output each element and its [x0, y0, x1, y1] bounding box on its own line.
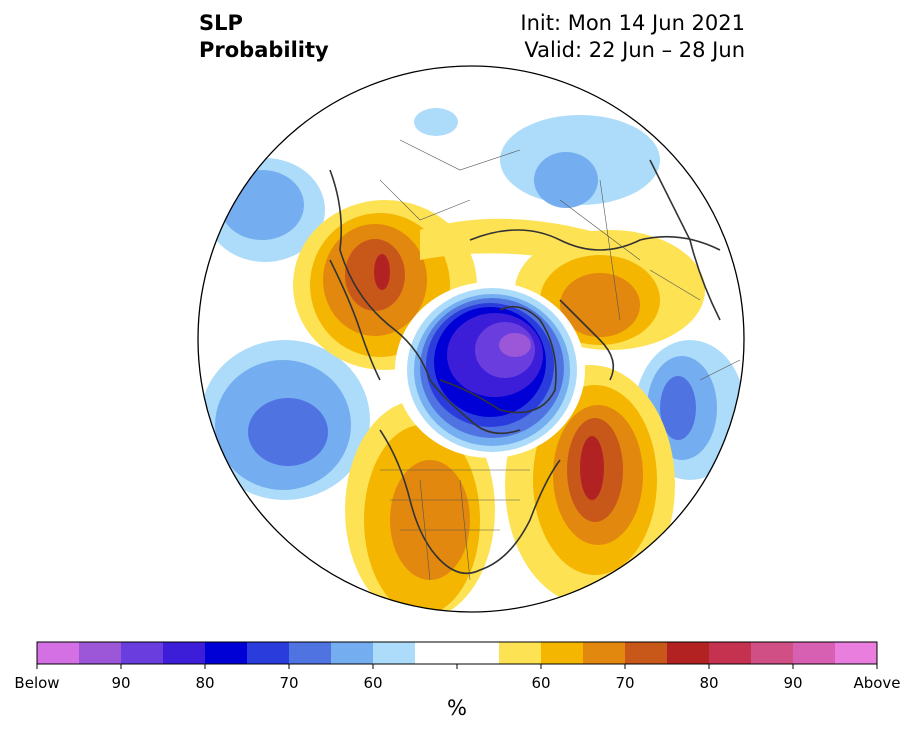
- colorbar-cell: [835, 642, 878, 664]
- colorbar-tick-label: 80: [195, 674, 215, 692]
- colorbar-cell: [289, 642, 332, 664]
- colorbar-cells: [37, 642, 878, 664]
- borders: [379, 139, 741, 581]
- colorbar-cell: [709, 642, 752, 664]
- colorbar-tick-label: Below: [14, 674, 60, 692]
- colorbar-tick-label: 80: [699, 674, 719, 692]
- chart-title: SLP Probability: [199, 10, 329, 64]
- colorbar-unit: %: [447, 696, 467, 720]
- anomaly-north-pacific-below: [200, 340, 370, 500]
- init-date-label: Init: Mon 14 Jun 2021: [520, 11, 745, 35]
- colorbar-tick-label: 60: [363, 674, 383, 692]
- colorbar-cell: [37, 642, 80, 664]
- colorbar-cell: [331, 642, 374, 664]
- anomaly-europe-below: [414, 108, 660, 208]
- colorbar-cell: [205, 642, 248, 664]
- colorbar-tick-label: 90: [111, 674, 131, 692]
- subtitle-label: Probability: [199, 38, 329, 62]
- colorbar-cell: [373, 642, 416, 664]
- colorbar-cell: [583, 642, 626, 664]
- map-disc: [198, 66, 744, 612]
- colorbar-cell: [667, 642, 710, 664]
- colorbar-cell: [79, 642, 122, 664]
- anomaly-north-america-above: [345, 400, 495, 612]
- coastlines: [329, 159, 721, 575]
- colorbar-cell: [625, 642, 668, 664]
- colorbar-cell: [457, 642, 500, 664]
- variable-label: SLP: [199, 11, 243, 35]
- colorbar-cell: [163, 642, 206, 664]
- colorbar-cell: [793, 642, 836, 664]
- date-info: Init: Mon 14 Jun 2021 Valid: 22 Jun – 28…: [520, 10, 745, 64]
- colorbar-tick-label: 70: [615, 674, 635, 692]
- polar-map: [197, 65, 745, 613]
- colorbar-tick-label: 70: [279, 674, 299, 692]
- colorbar-cell: [499, 642, 542, 664]
- valid-date-label: Valid: 22 Jun – 28 Jun: [524, 38, 745, 62]
- colorbar-cell: [751, 642, 794, 664]
- colorbar-cell: [121, 642, 164, 664]
- colorbar-tick-label: Above: [853, 674, 901, 692]
- colorbar-tick-label: 60: [531, 674, 551, 692]
- colorbar-cell: [415, 642, 458, 664]
- colorbar-tick-label: 90: [783, 674, 803, 692]
- colorbar-cell: [247, 642, 290, 664]
- colorbar-cell: [541, 642, 584, 664]
- anomaly-arctic-below: [407, 288, 577, 452]
